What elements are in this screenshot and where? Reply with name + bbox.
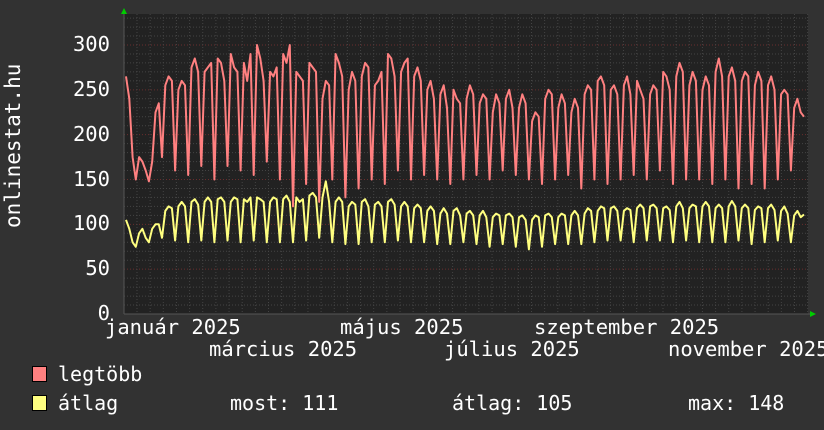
stat-current: most: 111 [230,391,339,415]
y-tick-label: 50 [85,256,110,281]
x-tick-label: július 2025 [444,337,580,361]
legend-swatch-max [32,366,47,382]
x-tick-label: március 2025 [209,337,358,361]
stat-average: átlag: 105 [452,391,573,415]
y-tick-label: 200 [72,121,110,146]
x-tick-label: november 2025 [668,337,824,361]
x-tick-label: szeptember 2025 [534,315,720,339]
legend-label-max: legtöbb [58,362,143,386]
x-tick-label: május 2025 [340,315,464,339]
y-tick-label: 250 [72,76,110,101]
y-tick-label: 300 [72,32,110,56]
series-line-avg [125,180,805,251]
y-axis-arrow-icon [121,8,127,14]
x-tick-label: január 2025 [105,315,241,339]
y-tick-label: 0 [97,301,110,325]
legend-swatch-avg [32,395,47,411]
y-tick-label: 150 [72,166,110,191]
y-tick-label: 100 [72,211,110,236]
x-axis-arrow-icon [810,311,816,317]
y-axis-title: onlinestat.hu [1,63,25,228]
series-line-max [125,44,805,208]
legend-label-avg: átlag [58,391,119,415]
stat-maximum: max: 148 [688,391,785,415]
